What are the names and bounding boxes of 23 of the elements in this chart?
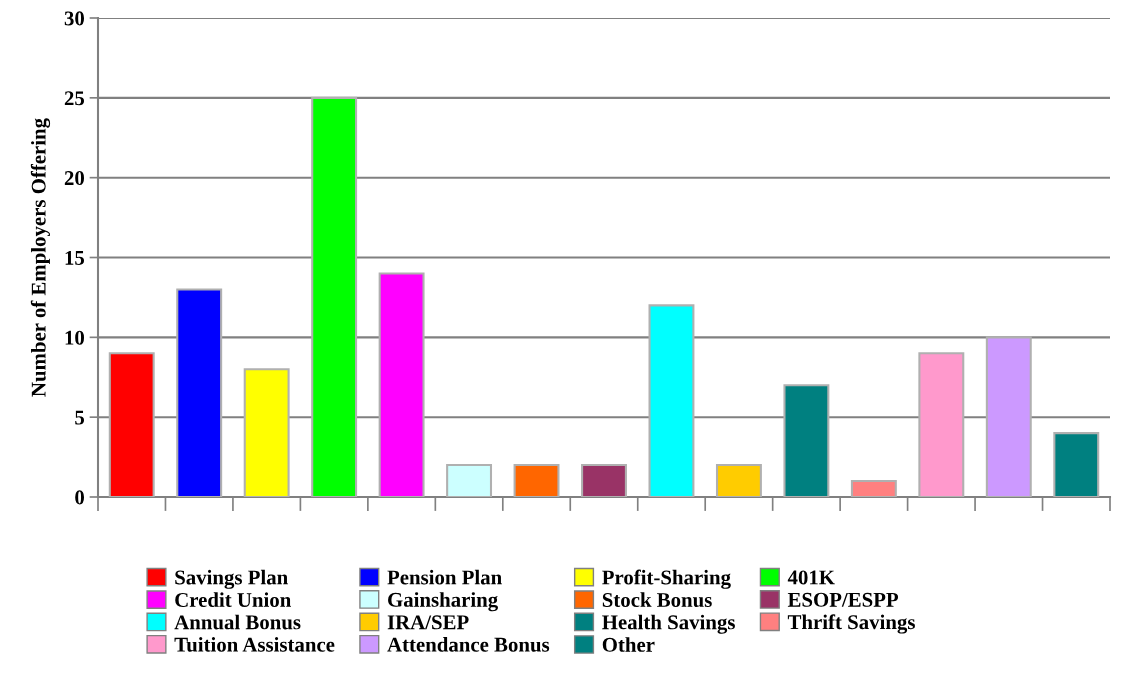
y-axis-title: Number of Employers Offering: [30, 118, 51, 397]
y-tick-label: 25: [64, 91, 85, 106]
legend-label: Health Savings: [602, 614, 735, 634]
legend-label: Gainsharing: [388, 592, 498, 612]
legend-label: 401K: [787, 570, 835, 585]
y-tick-label: 30: [64, 11, 85, 26]
legend-label: IRA/SEP: [387, 615, 469, 630]
y-tick-label: 0: [75, 490, 85, 505]
legend-label: Profit-Sharing: [602, 569, 731, 589]
legend-label: Pension Plan: [387, 569, 502, 585]
legend-label: Other: [602, 637, 655, 652]
y-tick-label: 20: [64, 171, 85, 186]
legend-label: Credit Union: [175, 592, 291, 607]
y-tick-label: 10: [65, 330, 85, 345]
legend-label: ESOP/ESPP: [787, 592, 899, 607]
y-tick-label: 5: [75, 410, 85, 425]
legend-label: Savings Plan: [175, 569, 288, 589]
legend-label: Stock Bonus: [602, 592, 712, 608]
y-tick-label: 15: [65, 250, 85, 265]
legend-label: Attendance Bonus: [387, 637, 550, 652]
legend-label: Thrift Savings: [787, 614, 915, 634]
legend-label: Tuition Assistance: [174, 637, 335, 652]
legend-label: Annual Bonus: [174, 614, 301, 630]
